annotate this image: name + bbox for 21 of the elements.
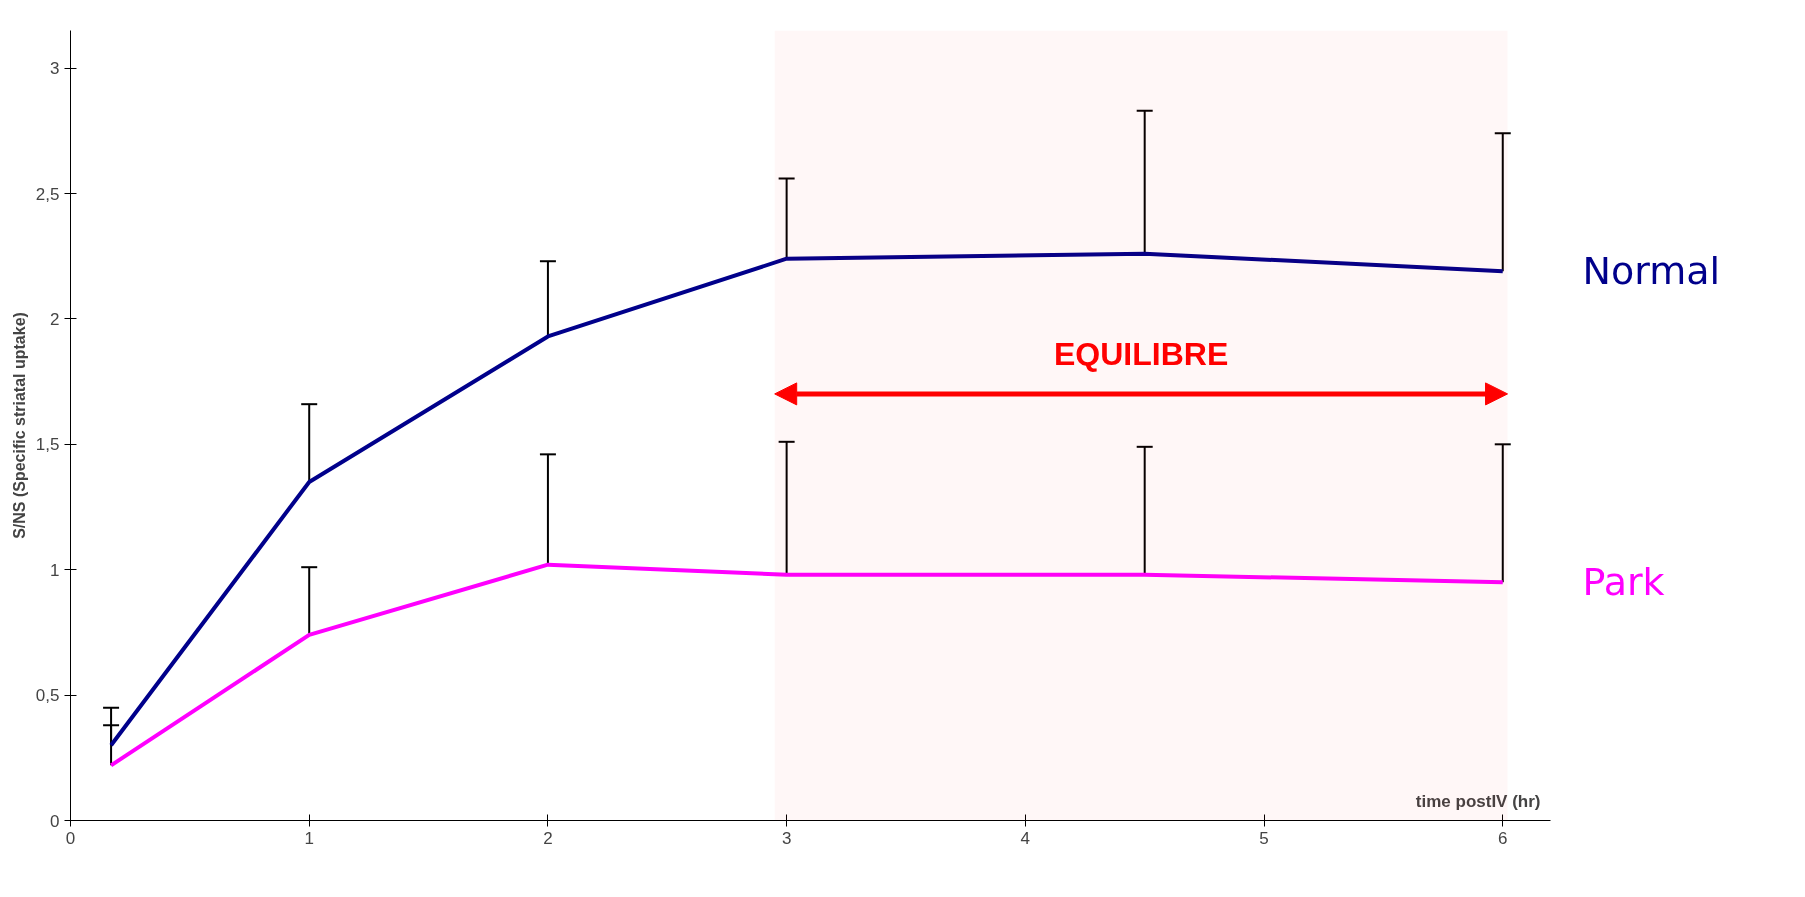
y-tick-label: 0,5 [35,686,60,706]
band-label: EQUILIBRE [1054,335,1229,372]
y-tick-label: 0 [50,811,60,831]
x-tick-label: 0 [65,828,76,848]
y-axis-title: S/NS (Specific striatal uptake) [10,312,28,539]
y-tick-label: 2,5 [35,184,60,204]
y-tick-label: 1 [50,560,60,580]
x-tick-label: 2 [543,828,553,848]
line-series [109,562,1505,768]
y-tick-label: 1,5 [35,435,60,455]
x-axis-title: time postIV (hr) [1415,791,1541,811]
x-tick-label: 1 [304,828,314,848]
x-tick-label: 6 [1498,828,1508,848]
y-tick-label: 2 [50,309,60,329]
y-tick-label: 3 [50,59,60,79]
line-series [109,251,1505,748]
x-tick-label: 3 [781,828,792,848]
text: Park [1582,560,1665,605]
x-tick-label: 4 [1020,828,1031,848]
x-tick-label: 5 [1259,828,1269,848]
text: Normal [1582,249,1720,294]
